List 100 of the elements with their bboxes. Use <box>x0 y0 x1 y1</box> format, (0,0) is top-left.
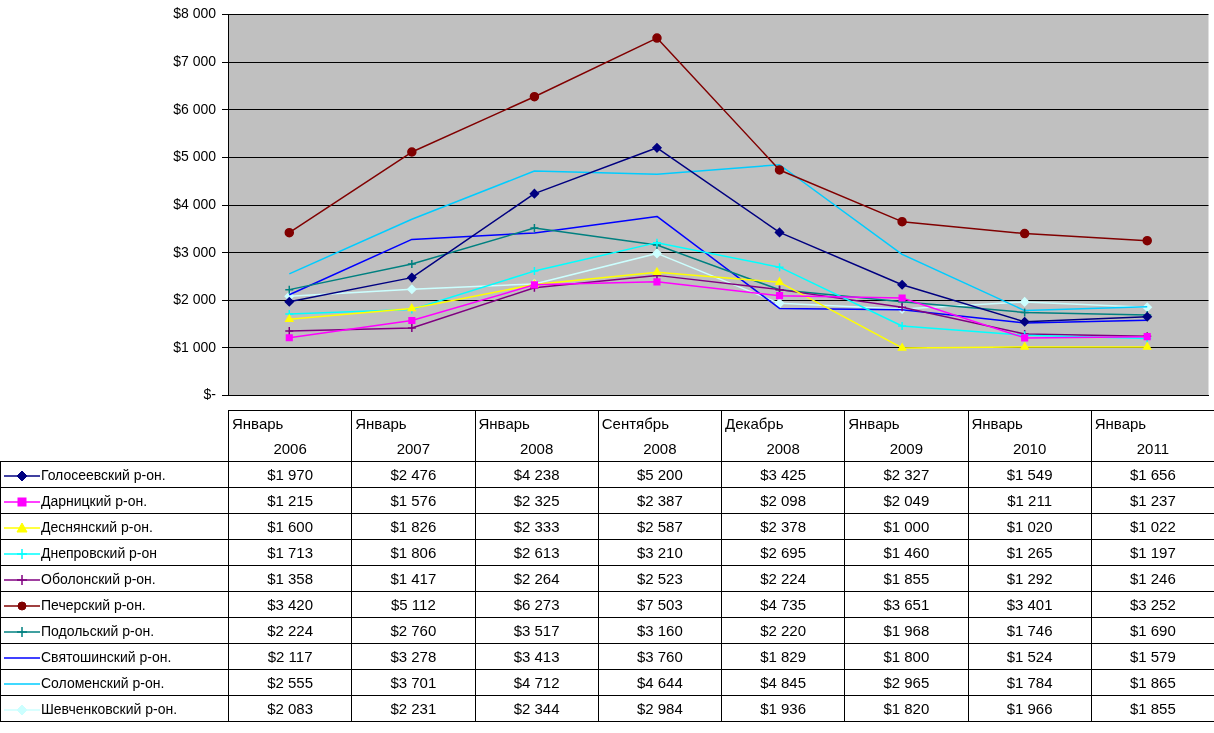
data-label: $1 237 <box>1091 487 1214 514</box>
data-label: $2 098 <box>721 487 845 514</box>
data-label: $1 936 <box>721 695 845 722</box>
data-label: $1 215 <box>228 487 352 514</box>
y-tick-label: $4 000 <box>173 195 217 212</box>
data-label: $3 760 <box>598 643 722 670</box>
data-label: $1 579 <box>1091 643 1214 670</box>
category-label: Январь 2010 <box>971 415 1047 457</box>
data-label: $1 855 <box>1091 695 1214 722</box>
y-tick-label: $6 000 <box>173 100 217 117</box>
data-label: $1 022 <box>1091 513 1214 540</box>
data-label: $1 358 <box>228 565 352 592</box>
data-label: $1 460 <box>844 539 968 566</box>
data-label: $2 344 <box>475 695 599 722</box>
legend-label: Деснянский р-он. <box>0 513 229 540</box>
data-label: $2 117 <box>228 643 352 670</box>
data-label: $1 970 <box>228 461 352 488</box>
data-label: $5 112 <box>351 591 475 618</box>
data-label: $7 503 <box>598 591 722 618</box>
data-label: $2 587 <box>598 513 722 540</box>
y-tick-label: $- <box>203 386 217 403</box>
data-label: $3 701 <box>351 669 475 696</box>
data-label: $1 600 <box>228 513 352 540</box>
data-label: $1 656 <box>1091 461 1214 488</box>
data-label: $4 644 <box>598 669 722 696</box>
data-label: $1 197 <box>1091 539 1214 566</box>
category-label: Январь 2009 <box>848 415 924 457</box>
data-label: $1 549 <box>968 461 1092 488</box>
data-label: $2 224 <box>721 565 845 592</box>
y-tick-label: $3 000 <box>173 243 217 260</box>
data-label: $2 049 <box>844 487 968 514</box>
y-tick-label: $5 000 <box>173 148 217 165</box>
data-label: $1 800 <box>844 643 968 670</box>
legend-label: Голосеевский р-он. <box>0 461 229 488</box>
data-label: $1 524 <box>968 643 1092 670</box>
data-label: $1 690 <box>1091 617 1214 644</box>
data-label: $2 613 <box>475 539 599 566</box>
data-label: $1 292 <box>968 565 1092 592</box>
data-label: $3 517 <box>475 617 599 644</box>
data-label: $2 333 <box>475 513 599 540</box>
data-label: $2 327 <box>844 461 968 488</box>
legend-label: Днепровский р-он <box>0 539 229 566</box>
data-label: $4 735 <box>721 591 845 618</box>
data-label: $1 820 <box>844 695 968 722</box>
data-label: $2 231 <box>351 695 475 722</box>
data-label: $2 695 <box>721 539 845 566</box>
data-label: $2 083 <box>228 695 352 722</box>
data-label: $3 425 <box>721 461 845 488</box>
data-label: $2 476 <box>351 461 475 488</box>
y-tick-label: $1 000 <box>173 338 217 355</box>
data-label: $2 264 <box>475 565 599 592</box>
y-tick-label: $8 000 <box>173 5 217 22</box>
data-label: $3 252 <box>1091 591 1214 618</box>
data-label: $3 160 <box>598 617 722 644</box>
category-label: Сентябрь 2008 <box>601 415 677 457</box>
data-label: $1 576 <box>351 487 475 514</box>
data-label: $3 401 <box>968 591 1092 618</box>
data-label: $3 413 <box>475 643 599 670</box>
data-label: $2 555 <box>228 669 352 696</box>
legend-label: Святошинский р-он. <box>0 643 229 670</box>
data-label: $1 746 <box>968 617 1092 644</box>
data-label: $1 713 <box>228 539 352 566</box>
y-tick-label: $7 000 <box>173 52 217 69</box>
data-label: $4 845 <box>721 669 845 696</box>
data-label: $4 238 <box>475 461 599 488</box>
data-label: $3 420 <box>228 591 352 618</box>
legend-label: Шевченковский р-он. <box>0 695 229 722</box>
data-label: $6 273 <box>475 591 599 618</box>
data-label: $1 417 <box>351 565 475 592</box>
y-tick-label: $2 000 <box>173 291 217 308</box>
data-label: $2 965 <box>844 669 968 696</box>
legend-label: Печерский р-он. <box>0 591 229 618</box>
data-label: $3 651 <box>844 591 968 618</box>
data-label: $2 984 <box>598 695 722 722</box>
data-label: $3 210 <box>598 539 722 566</box>
data-label: $1 806 <box>351 539 475 566</box>
data-label: $1 246 <box>1091 565 1214 592</box>
data-label: $1 265 <box>968 539 1092 566</box>
legend-label: Подольский р-он. <box>0 617 229 644</box>
category-label: Январь 2007 <box>355 415 431 457</box>
data-label: $1 855 <box>844 565 968 592</box>
data-label: $2 378 <box>721 513 845 540</box>
category-label: Декабрь 2008 <box>725 415 800 457</box>
data-label: $2 760 <box>351 617 475 644</box>
category-label: Январь 2006 <box>232 415 307 457</box>
data-label: $2 325 <box>475 487 599 514</box>
legend-label: Дарницкий р-он. <box>0 487 229 514</box>
data-label: $1 865 <box>1091 669 1214 696</box>
category-label: Январь 2011 <box>1094 415 1169 457</box>
data-label: $2 387 <box>598 487 722 514</box>
legend-label: Оболонский р-он. <box>0 565 229 592</box>
data-label: $1 829 <box>721 643 845 670</box>
legend-label: Соломенский р-он. <box>0 669 229 696</box>
data-label: $2 224 <box>228 617 352 644</box>
data-label: $4 712 <box>475 669 599 696</box>
data-label: $1 966 <box>968 695 1092 722</box>
category-label: Январь 2008 <box>478 415 554 457</box>
data-label: $2 523 <box>598 565 722 592</box>
data-label: $1 211 <box>968 487 1092 514</box>
data-label: $1 784 <box>968 669 1092 696</box>
